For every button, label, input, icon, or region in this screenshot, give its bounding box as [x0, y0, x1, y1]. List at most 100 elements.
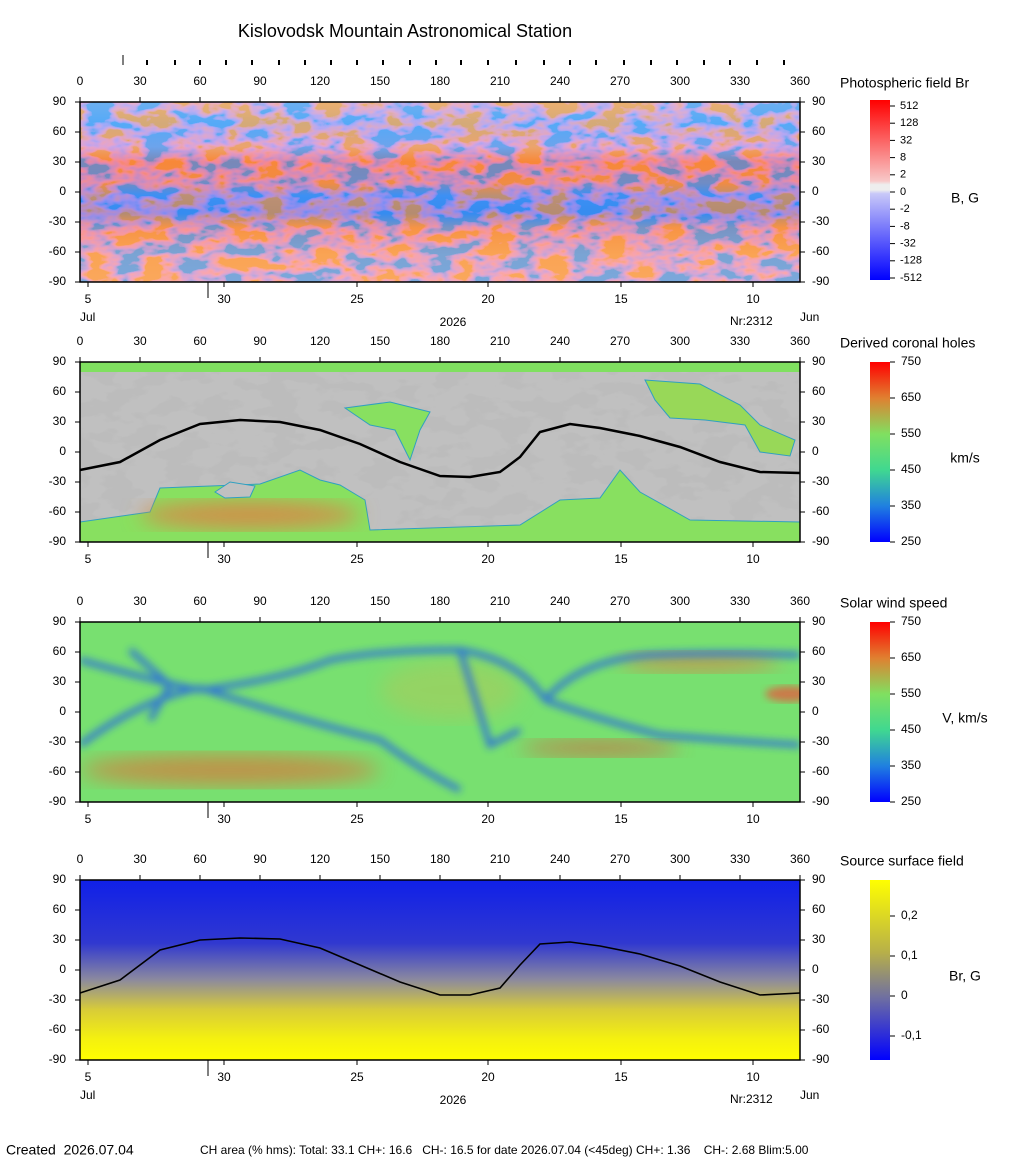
y-tick-label: 90: [812, 872, 826, 886]
y-tick-label: -30: [812, 474, 830, 488]
date-tick-label: 30: [217, 292, 231, 306]
y-tick-label: -30: [49, 734, 67, 748]
y-tick-label: 0: [59, 962, 66, 976]
colorbar-tick-label: -32: [900, 238, 916, 250]
colorbar-tick-label: -2: [900, 203, 910, 215]
colorbar-unit: B, G: [951, 190, 979, 206]
year-label: 2026: [440, 315, 467, 329]
day-ticks: [122, 55, 785, 65]
colorbar-tick-label: -8: [900, 220, 910, 232]
x-tick-label: 90: [253, 852, 267, 866]
x-tick-label: 60: [193, 852, 207, 866]
x-tick-label: 30: [133, 594, 147, 608]
date-tick-label: 10: [746, 552, 760, 566]
y-tick-label: -90: [812, 794, 830, 808]
date-tick-label: 20: [481, 1070, 495, 1084]
y-tick-label: 90: [812, 614, 826, 628]
y-tick-label: 60: [812, 644, 826, 658]
y-tick-label: -90: [49, 534, 67, 548]
colorbar-tick-label: -0,1: [901, 1028, 922, 1042]
y-tick-label: 90: [812, 94, 826, 108]
colorbar: [870, 622, 890, 802]
colorbar-tick-label: 750: [901, 614, 921, 628]
colorbar-title: Derived coronal holes: [840, 335, 975, 351]
y-tick-label: 30: [812, 414, 826, 428]
solar-wind-map: [80, 622, 800, 802]
y-tick-label: -90: [49, 1052, 67, 1066]
y-tick-label: -90: [812, 534, 830, 548]
y-tick-label: 90: [53, 94, 67, 108]
x-tick-label: 330: [730, 334, 750, 348]
y-tick-label: -60: [49, 504, 67, 518]
x-tick-label: 300: [670, 594, 690, 608]
colorbar-tick-label: -128: [900, 255, 922, 267]
x-tick-label: 300: [670, 852, 690, 866]
y-tick-label: 90: [53, 872, 67, 886]
y-tick-label: -90: [812, 274, 830, 288]
x-tick-label: 270: [610, 594, 630, 608]
date-tick-label: 25: [350, 812, 364, 826]
x-tick-label: 120: [310, 594, 330, 608]
y-tick-label: 0: [59, 184, 66, 198]
x-tick-label: 30: [133, 334, 147, 348]
colorbar-tick-label: 750: [901, 354, 921, 368]
x-tick-label: 360: [790, 74, 810, 88]
date-tick-label: 5: [85, 1070, 92, 1084]
colorbar-tick-label: 250: [901, 794, 921, 808]
y-tick-label: 0: [59, 704, 66, 718]
x-tick-label: 120: [310, 74, 330, 88]
colorbar-tick-label: 0,2: [901, 908, 918, 922]
y-tick-label: 30: [812, 154, 826, 168]
x-tick-label: 270: [610, 74, 630, 88]
y-tick-label: 0: [812, 444, 819, 458]
colorbar-tick-label: 650: [901, 390, 921, 404]
colorbar-tick-label: 650: [901, 650, 921, 664]
month-label: Jun: [800, 310, 819, 324]
date-tick-label: 25: [350, 1070, 364, 1084]
y-tick-label: 30: [53, 154, 67, 168]
colorbar-title: Solar wind speed: [840, 595, 947, 611]
y-tick-label: 60: [812, 124, 826, 138]
y-tick-label: 60: [53, 384, 67, 398]
x-tick-label: 270: [610, 334, 630, 348]
date-tick-label: 5: [85, 552, 92, 566]
colorbar-tick-label: 32: [900, 134, 912, 146]
y-tick-label: 0: [812, 704, 819, 718]
y-tick-label: 90: [53, 614, 67, 628]
y-tick-label: 90: [53, 354, 67, 368]
colorbar-tick-label: 0: [901, 988, 908, 1002]
y-tick-label: -60: [812, 1022, 830, 1036]
y-tick-label: 90: [812, 354, 826, 368]
date-tick-label: 10: [746, 812, 760, 826]
y-tick-label: -30: [812, 214, 830, 228]
date-tick-label: 30: [217, 812, 231, 826]
x-tick-label: 240: [550, 852, 570, 866]
colorbar-unit: km/s: [950, 450, 980, 466]
x-tick-label: 210: [490, 594, 510, 608]
photospheric-map: [80, 102, 800, 282]
colorbar: [870, 880, 890, 1060]
x-tick-label: 180: [430, 74, 450, 88]
x-tick-label: 60: [193, 594, 207, 608]
rotation-label: Nr:2312: [730, 314, 773, 328]
date-tick-label: 15: [614, 552, 628, 566]
footer: CH area (% hms): Total: 33.1 CH+: 16.6 C…: [200, 1143, 809, 1157]
y-tick-label: -90: [49, 794, 67, 808]
x-tick-label: 300: [670, 74, 690, 88]
x-tick-label: 270: [610, 852, 630, 866]
x-tick-label: 90: [253, 594, 267, 608]
x-tick-label: 90: [253, 334, 267, 348]
colorbar-tick-label: 0: [900, 186, 906, 198]
x-tick-label: 330: [730, 594, 750, 608]
x-tick-label: 240: [550, 594, 570, 608]
colorbar-tick-label: 0,1: [901, 948, 918, 962]
x-tick-label: 0: [77, 334, 84, 348]
date-tick-label: 5: [85, 292, 92, 306]
x-tick-label: 330: [730, 74, 750, 88]
y-tick-label: -60: [49, 244, 67, 258]
y-tick-label: -60: [49, 1022, 67, 1036]
date-tick-label: 20: [481, 552, 495, 566]
x-tick-label: 180: [430, 594, 450, 608]
title: Kislovodsk Mountain Astronomical Station: [238, 21, 572, 41]
